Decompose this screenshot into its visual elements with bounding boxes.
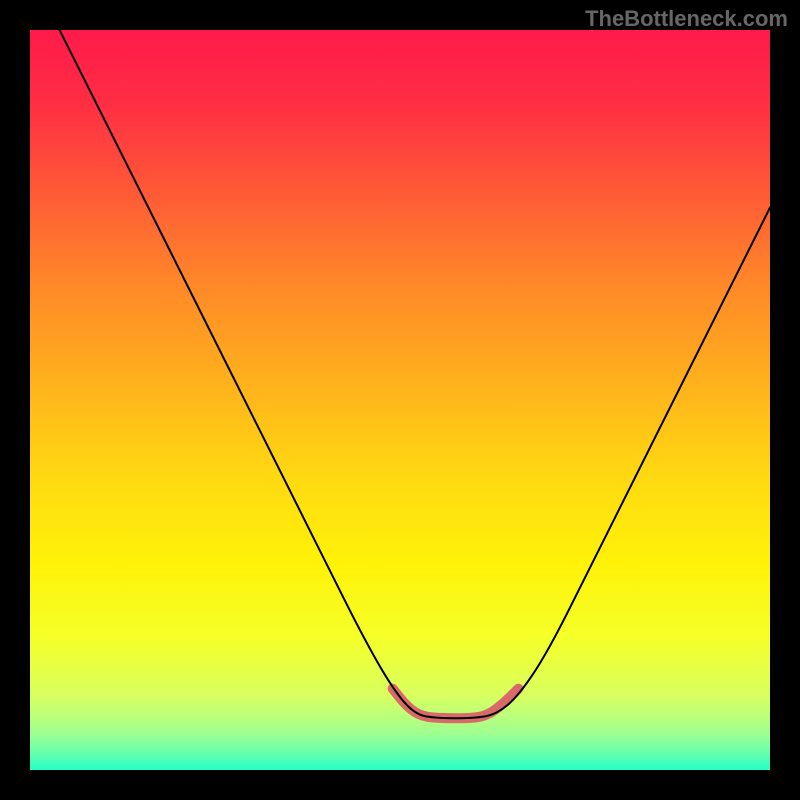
watermark-text: TheBottleneck.com xyxy=(585,6,788,32)
curve-overlay xyxy=(30,30,770,770)
bottleneck-curve xyxy=(60,30,770,718)
plot-area xyxy=(30,30,770,770)
highlight-segment xyxy=(393,689,519,719)
